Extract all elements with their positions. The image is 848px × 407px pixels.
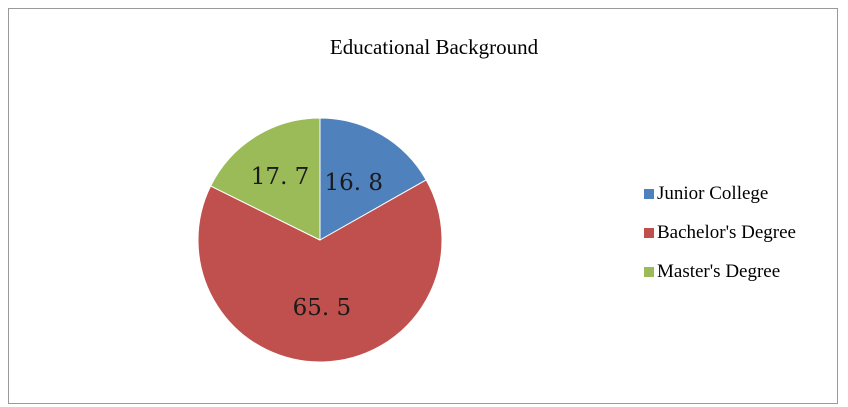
- chart-title: Educational Background: [330, 35, 539, 59]
- pie-slices: [197, 117, 443, 363]
- legend: Junior College Bachelor's Degree Master's …: [644, 183, 796, 282]
- legend-label-master-s-degree: Master's Degree: [657, 261, 780, 282]
- pie-slice-master-s-degree: [209, 117, 321, 241]
- data-label-master-s-degree: 17. 7: [251, 164, 310, 190]
- data-label-bachelor-s-degree: 65. 5: [293, 295, 352, 321]
- legend-label-junior-college: Junior College: [657, 183, 768, 204]
- pie-slice-bachelor-s-degree: [197, 179, 443, 363]
- pie-slice-junior-college: [319, 117, 427, 241]
- data-label-junior-college: 16. 8: [325, 170, 384, 196]
- legend-label-bachelor-s-degree: Bachelor's Degree: [657, 222, 796, 243]
- legend-swatch-junior-college: [644, 189, 654, 199]
- legend-swatch-master-s-degree: [644, 267, 654, 277]
- legend-swatch-bachelor-s-degree: [644, 228, 654, 238]
- data-labels: 16. 8 65. 5 17. 7: [251, 164, 383, 321]
